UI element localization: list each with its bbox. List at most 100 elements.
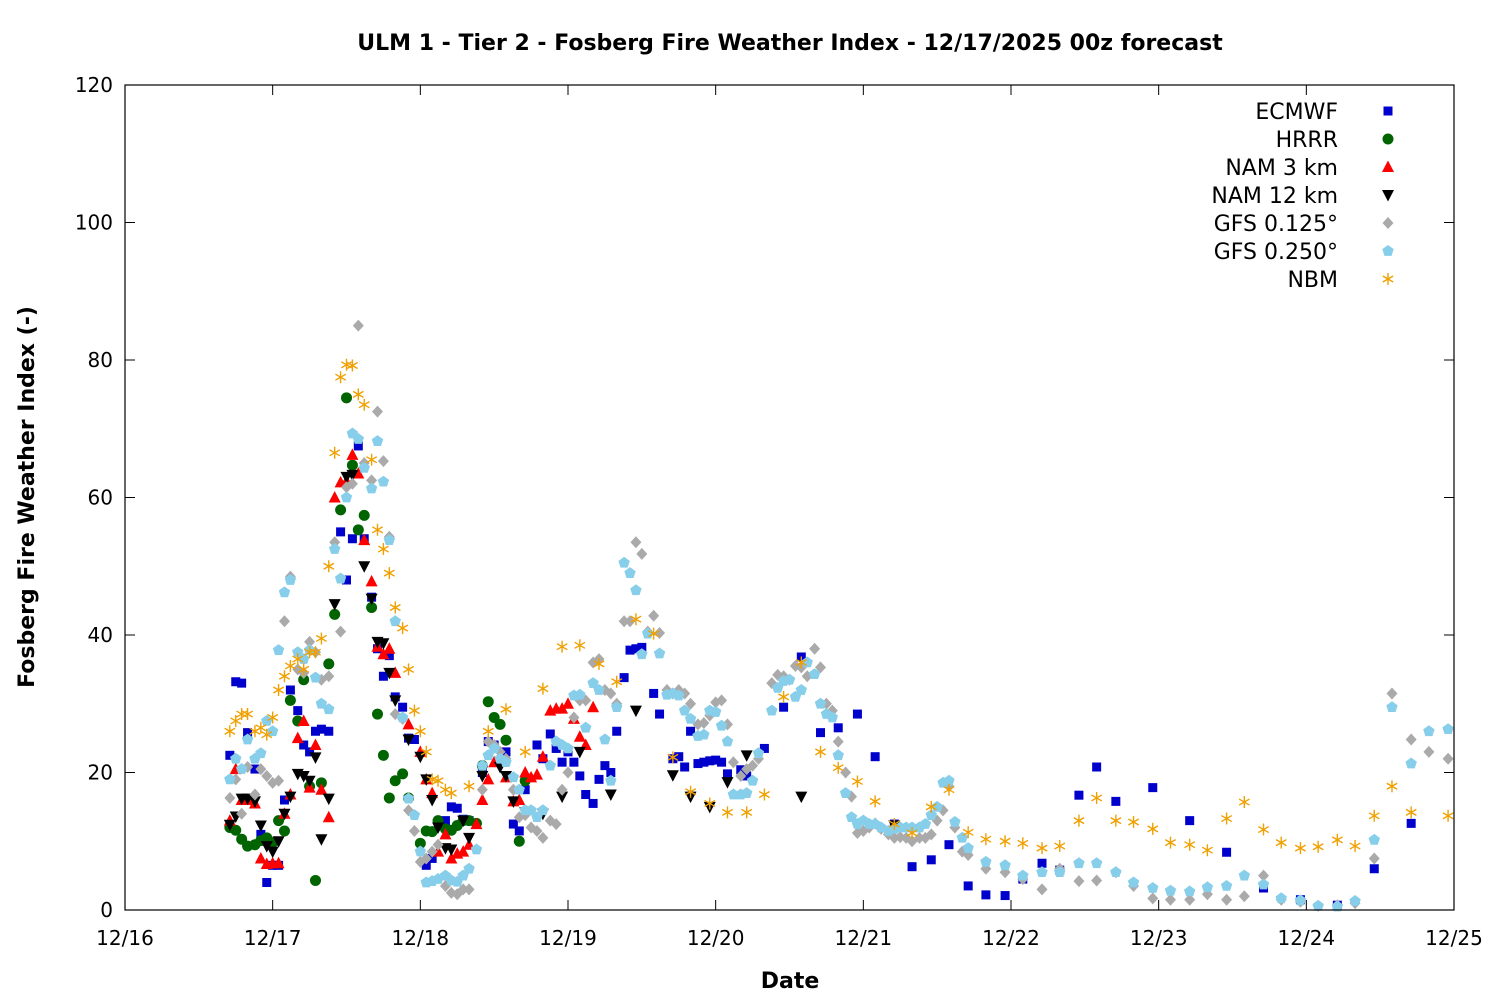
data-point: [569, 757, 579, 767]
data-point: [536, 750, 549, 762]
data-point: [742, 771, 752, 781]
data-point: [537, 682, 549, 695]
data-point: [925, 800, 937, 813]
y-axis-ticks: 0 20 40 60 80 100 120: [75, 73, 1454, 922]
data-point: [254, 820, 267, 832]
data-point: [833, 723, 843, 733]
data-point: [685, 785, 697, 798]
legend-marker: [1382, 160, 1394, 172]
data-point: [519, 745, 531, 758]
legend-marker: [1382, 217, 1394, 229]
data-point: [414, 725, 426, 738]
data-point: [292, 646, 304, 658]
data-point: [913, 831, 925, 844]
data-point: [962, 826, 974, 839]
data-point: [778, 690, 790, 703]
data-point: [1238, 869, 1251, 881]
data-point: [716, 694, 728, 707]
data-point: [752, 747, 765, 759]
data-point: [309, 646, 322, 659]
y-tick-label: 40: [88, 623, 113, 647]
data-point: [432, 774, 444, 787]
legend-marker: [1382, 190, 1394, 202]
data-point: [766, 704, 778, 716]
data-point: [795, 684, 808, 695]
legend-marker: [1382, 273, 1394, 285]
data-point: [315, 783, 328, 795]
data-point: [383, 667, 396, 680]
data-point: [649, 688, 659, 698]
legend-marker: [1382, 133, 1394, 145]
data-point: [625, 645, 635, 655]
data-point: [1147, 882, 1159, 893]
data-point: [261, 714, 273, 726]
data-point: [389, 695, 402, 707]
data-point: [611, 675, 623, 688]
x-tick-label: 12/19: [539, 926, 597, 950]
x-tick-label: 12/20: [687, 926, 745, 950]
legend-label: ECMWF: [1255, 100, 1338, 125]
data-point: [298, 663, 310, 676]
y-tick-label: 20: [88, 761, 113, 785]
data-point: [476, 783, 488, 796]
data-point: [722, 769, 732, 779]
data-point: [365, 593, 378, 606]
data-point: [715, 719, 728, 731]
data-point: [721, 777, 734, 789]
data-point: [377, 543, 389, 556]
x-tick-label: 12/16: [96, 926, 154, 950]
data-point: [1294, 894, 1307, 906]
data-point: [906, 827, 918, 839]
data-point: [611, 701, 623, 713]
data-point: [944, 840, 954, 850]
legend-label: HRRR: [1276, 128, 1338, 153]
data-point: [845, 811, 858, 823]
data-point: [629, 705, 642, 718]
data-point: [1312, 899, 1324, 911]
data-point: [698, 717, 710, 729]
data-point: [514, 826, 524, 836]
data-point: [562, 742, 574, 754]
data-point: [249, 788, 261, 801]
data-point: [309, 671, 322, 683]
data-point: [519, 766, 532, 778]
data-point: [1128, 816, 1140, 828]
data-point: [224, 725, 236, 738]
data-point: [573, 746, 586, 759]
data-point: [574, 688, 586, 700]
data-point: [573, 730, 586, 742]
data-point: [297, 770, 310, 783]
data-point: [513, 783, 525, 795]
data-point: [328, 599, 341, 611]
data-point: [599, 733, 611, 745]
data-point: [525, 804, 537, 816]
data-point: [315, 777, 327, 789]
legend-label: GFS 0.250°: [1214, 240, 1338, 265]
data-point: [457, 845, 470, 857]
data-point: [1442, 752, 1454, 765]
data-point: [717, 757, 727, 767]
data-point: [335, 371, 347, 384]
data-point: [1036, 866, 1048, 878]
data-point: [556, 640, 568, 653]
x-tick-label: 12/23: [1130, 926, 1188, 950]
data-point: [352, 319, 364, 332]
data-point: [507, 796, 520, 808]
data-point: [272, 856, 285, 869]
data-point: [594, 774, 604, 784]
data-point: [377, 647, 390, 660]
data-point: [272, 644, 285, 655]
data-point: [1148, 783, 1158, 793]
y-tick-label: 60: [88, 486, 113, 510]
data-point: [323, 658, 335, 670]
data-point: [432, 822, 445, 834]
data-point: [605, 774, 617, 786]
data-point: [1423, 745, 1435, 758]
data-point: [250, 764, 260, 774]
data-point: [1164, 836, 1177, 849]
data-point: [736, 765, 746, 775]
x-tick-label: 12/25: [1425, 926, 1483, 950]
data-point: [840, 766, 852, 779]
data-point: [1000, 891, 1010, 901]
